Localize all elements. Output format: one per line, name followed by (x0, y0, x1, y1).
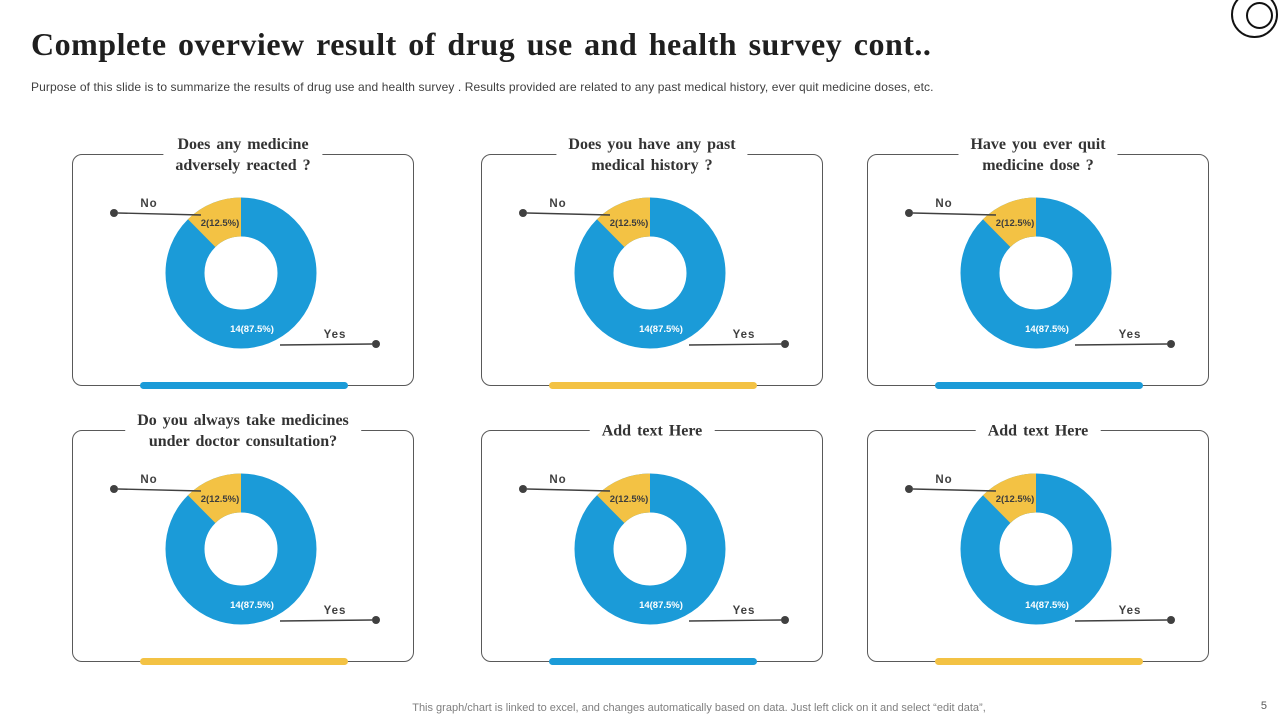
data-label-no: 2(12.5%) (201, 218, 240, 229)
data-label-no: 2(12.5%) (610, 494, 649, 505)
data-label-no: 2(12.5%) (201, 494, 240, 505)
accent-underline-bar (935, 382, 1143, 389)
page-title: Complete overview result of drug use and… (31, 26, 932, 62)
accent-underline-bar (549, 658, 757, 665)
accent-underline-bar (549, 382, 757, 389)
donut-chart-quit-medicine-dose[interactable]: No Yes 2(12.5%) 14(87.5%) (868, 155, 1208, 389)
category-label-yes: Yes (324, 605, 347, 617)
donut-segment-no[interactable] (960, 197, 1112, 349)
page-number: 5 (1260, 700, 1267, 712)
leader-dot-no (110, 485, 118, 493)
page-subtitle: Purpose of this slide is to summarize th… (31, 80, 934, 94)
leader-dot-yes (372, 616, 380, 624)
category-label-no: No (140, 474, 157, 486)
chart-card-2: Does you have any past medical history ?… (481, 132, 823, 389)
category-label-no: No (140, 198, 157, 210)
leader-line-yes (1074, 619, 1168, 622)
accent-underline-bar (140, 382, 348, 389)
donut-segment-no[interactable] (574, 197, 726, 349)
leader-line-no (912, 212, 997, 216)
leader-dot-yes (1167, 340, 1175, 348)
data-label-yes: 14(87.5%) (639, 324, 683, 335)
donut-chart-medicine-reacted[interactable]: No Yes 2(12.5%) 14(87.5%) (73, 155, 413, 389)
donut-chart-placeholder-1[interactable]: No Yes 2(12.5%) 14(87.5%) (482, 431, 822, 665)
accent-underline-bar (935, 658, 1143, 665)
chart-card-5: Add text Here No Yes 2(12.5%) 14(87.5%) (481, 418, 823, 665)
data-label-yes: 14(87.5%) (230, 324, 274, 335)
leader-line-yes (688, 619, 782, 622)
leader-dot-yes (781, 616, 789, 624)
leader-line-no (117, 212, 202, 216)
leader-line-yes (279, 619, 373, 622)
data-label-yes: 14(87.5%) (1025, 324, 1069, 335)
leader-line-yes (688, 343, 782, 346)
leader-dot-no (110, 209, 118, 217)
data-label-no: 2(12.5%) (610, 218, 649, 229)
leader-line-no (526, 212, 611, 216)
data-label-no: 2(12.5%) (996, 494, 1035, 505)
chart-card-1: Does any medicine adversely reacted ? No… (72, 132, 414, 389)
chart-card-3: Have you ever quit medicine dose ? No Ye… (867, 132, 1209, 389)
category-label-no: No (549, 198, 566, 210)
leader-dot-no (519, 209, 527, 217)
leader-line-no (117, 488, 202, 492)
leader-line-yes (279, 343, 373, 346)
donut-segment-no[interactable] (960, 473, 1112, 625)
leader-dot-yes (781, 340, 789, 348)
data-label-yes: 14(87.5%) (1025, 600, 1069, 611)
leader-line-no (912, 488, 997, 492)
chart-title: Have you ever quit medicine dose ? (958, 132, 1118, 178)
category-label-no: No (549, 474, 566, 486)
category-label-no: No (935, 198, 952, 210)
chart-title: Add text Here (589, 418, 715, 444)
leader-dot-no (519, 485, 527, 493)
logo-inner-circle-icon (1246, 2, 1273, 29)
category-label-yes: Yes (733, 605, 756, 617)
leader-line-no (526, 488, 611, 492)
leader-dot-no (905, 485, 913, 493)
category-label-yes: Yes (1119, 329, 1142, 341)
category-label-no: No (935, 474, 952, 486)
data-label-yes: 14(87.5%) (639, 600, 683, 611)
chart-title: Does any medicine adversely reacted ? (163, 132, 323, 178)
data-label-no: 2(12.5%) (996, 218, 1035, 229)
leader-dot-yes (1167, 616, 1175, 624)
leader-line-yes (1074, 343, 1168, 346)
logo-outer-circle-icon (1231, 0, 1278, 38)
chart-title: Add text Here (975, 418, 1101, 444)
donut-chart-past-medical-history[interactable]: No Yes 2(12.5%) 14(87.5%) (482, 155, 822, 389)
donut-segment-no[interactable] (574, 473, 726, 625)
chart-title: Does you have any past medical history ? (556, 132, 748, 178)
leader-dot-yes (372, 340, 380, 348)
donut-chart-doctor-consultation[interactable]: No Yes 2(12.5%) 14(87.5%) (73, 431, 413, 665)
chart-card-6: Add text Here No Yes 2(12.5%) 14(87.5%) (867, 418, 1209, 665)
data-label-yes: 14(87.5%) (230, 600, 274, 611)
donut-segment-no[interactable] (165, 473, 317, 625)
accent-underline-bar (140, 658, 348, 665)
category-label-yes: Yes (1119, 605, 1142, 617)
donut-chart-placeholder-2[interactable]: No Yes 2(12.5%) 14(87.5%) (868, 431, 1208, 665)
chart-title: Do you always take medicines under docto… (125, 408, 361, 454)
donut-segment-no[interactable] (165, 197, 317, 349)
footer-note: This graph/chart is linked to excel, and… (412, 702, 986, 714)
category-label-yes: Yes (733, 329, 756, 341)
category-label-yes: Yes (324, 329, 347, 341)
leader-dot-no (905, 209, 913, 217)
chart-card-4: Do you always take medicines under docto… (72, 408, 414, 665)
